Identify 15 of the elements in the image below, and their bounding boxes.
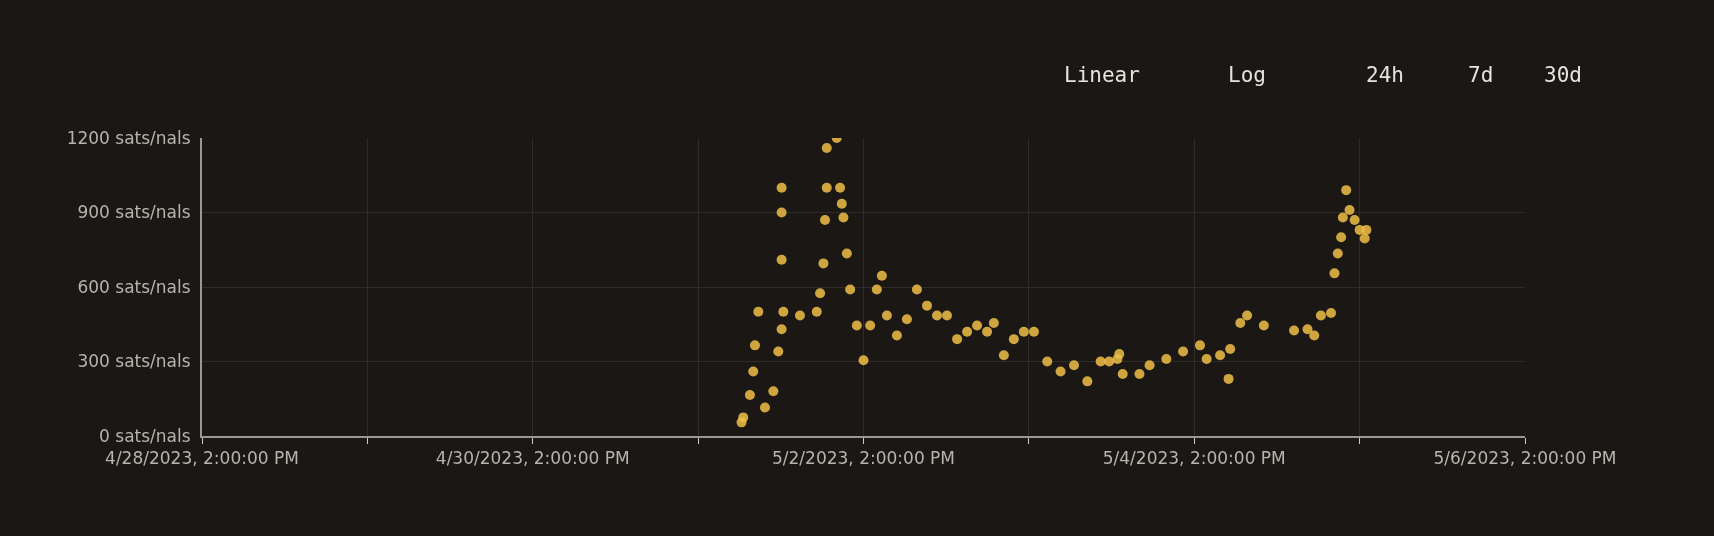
- y-tick-label: 600 sats/nals: [77, 276, 191, 297]
- x-tick-label: 5/6/2023, 2:00:00 PM: [1433, 448, 1617, 469]
- text: 30d: [1544, 63, 1582, 87]
- x-tick-label: 5/4/2023, 2:00:00 PM: [1102, 448, 1286, 469]
- x-tick-label: 4/30/2023, 2:00:00 PM: [435, 448, 630, 469]
- y-tick-label: 900 sats/nals: [77, 202, 191, 223]
- y-tick-label: 300 sats/nals: [77, 351, 191, 372]
- x-tick-label: 4/28/2023, 2:00:00 PM: [105, 448, 299, 469]
- y-tick-label: 1200 sats/nals: [66, 127, 191, 148]
- text: Linear: [1064, 63, 1140, 87]
- x-tick-label: 5/2/2023, 2:00:00 PM: [771, 448, 956, 469]
- text: Log: [1228, 63, 1266, 87]
- y-tick-label: 0 sats/nals: [99, 425, 191, 446]
- text: 24h: [1366, 63, 1404, 87]
- text: 7d: [1468, 63, 1494, 87]
